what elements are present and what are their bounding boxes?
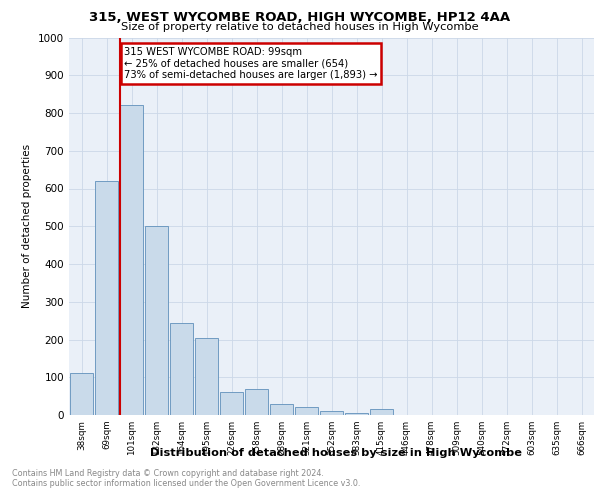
Text: 315, WEST WYCOMBE ROAD, HIGH WYCOMBE, HP12 4AA: 315, WEST WYCOMBE ROAD, HIGH WYCOMBE, HP… (89, 11, 511, 24)
Bar (70, 374, 94, 415)
Bar (170, 322, 193, 415)
Bar (295, 408, 319, 415)
Bar (320, 411, 343, 415)
Bar (194, 338, 218, 415)
Bar (95, 181, 118, 415)
Bar (220, 392, 244, 415)
Bar (344, 413, 368, 415)
Text: Contains HM Land Registry data © Crown copyright and database right 2024.: Contains HM Land Registry data © Crown c… (12, 468, 324, 477)
Bar (245, 388, 268, 415)
Bar (145, 226, 169, 415)
Text: Distribution of detached houses by size in High Wycombe: Distribution of detached houses by size … (150, 448, 522, 458)
Bar (119, 106, 143, 415)
Bar (370, 410, 394, 415)
Text: Size of property relative to detached houses in High Wycombe: Size of property relative to detached ho… (121, 22, 479, 32)
Text: 315 WEST WYCOMBE ROAD: 99sqm
← 25% of detached houses are smaller (654)
73% of s: 315 WEST WYCOMBE ROAD: 99sqm ← 25% of de… (124, 47, 377, 80)
Bar (269, 404, 293, 415)
Text: Contains public sector information licensed under the Open Government Licence v3: Contains public sector information licen… (12, 478, 361, 488)
Y-axis label: Number of detached properties: Number of detached properties (22, 144, 32, 308)
